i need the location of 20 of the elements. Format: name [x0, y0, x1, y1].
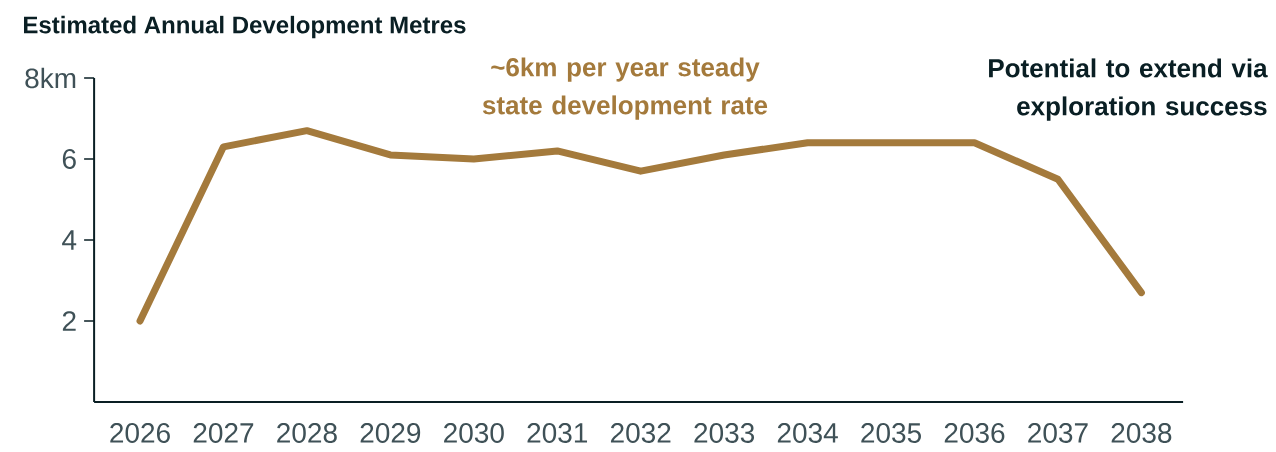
annotation: Potential to extend via exploration success	[989, 58, 1268, 121]
x-tick-label: 2038	[1111, 423, 1172, 443]
x-tick-label: 2033	[694, 423, 755, 443]
x-tick-label: 2027	[193, 423, 254, 443]
y-tick-label: 8km	[25, 67, 76, 89]
x-tick-label: 2030	[444, 423, 504, 443]
x-tick-label: 2028	[277, 423, 337, 443]
x-tick-label: 2031	[527, 423, 588, 443]
y-tick-label: 6	[62, 149, 76, 169]
x-tick-label: 2035	[861, 423, 921, 443]
x-tick-label: 2032	[610, 423, 671, 443]
y-tick-label: 2	[62, 311, 76, 331]
annotation: ~6km per year steady state development rate	[482, 57, 768, 120]
x-tick-label: 2026	[110, 423, 170, 443]
x-tick-label: 2034	[777, 423, 838, 443]
y-tick-label: 4	[62, 230, 77, 250]
x-tick-label: 2037	[1028, 423, 1088, 443]
x-tick-label: 2036	[944, 423, 1005, 443]
chart-title: Estimated Annual Development Metres	[24, 15, 466, 39]
x-tick-label: 2029	[360, 423, 421, 443]
